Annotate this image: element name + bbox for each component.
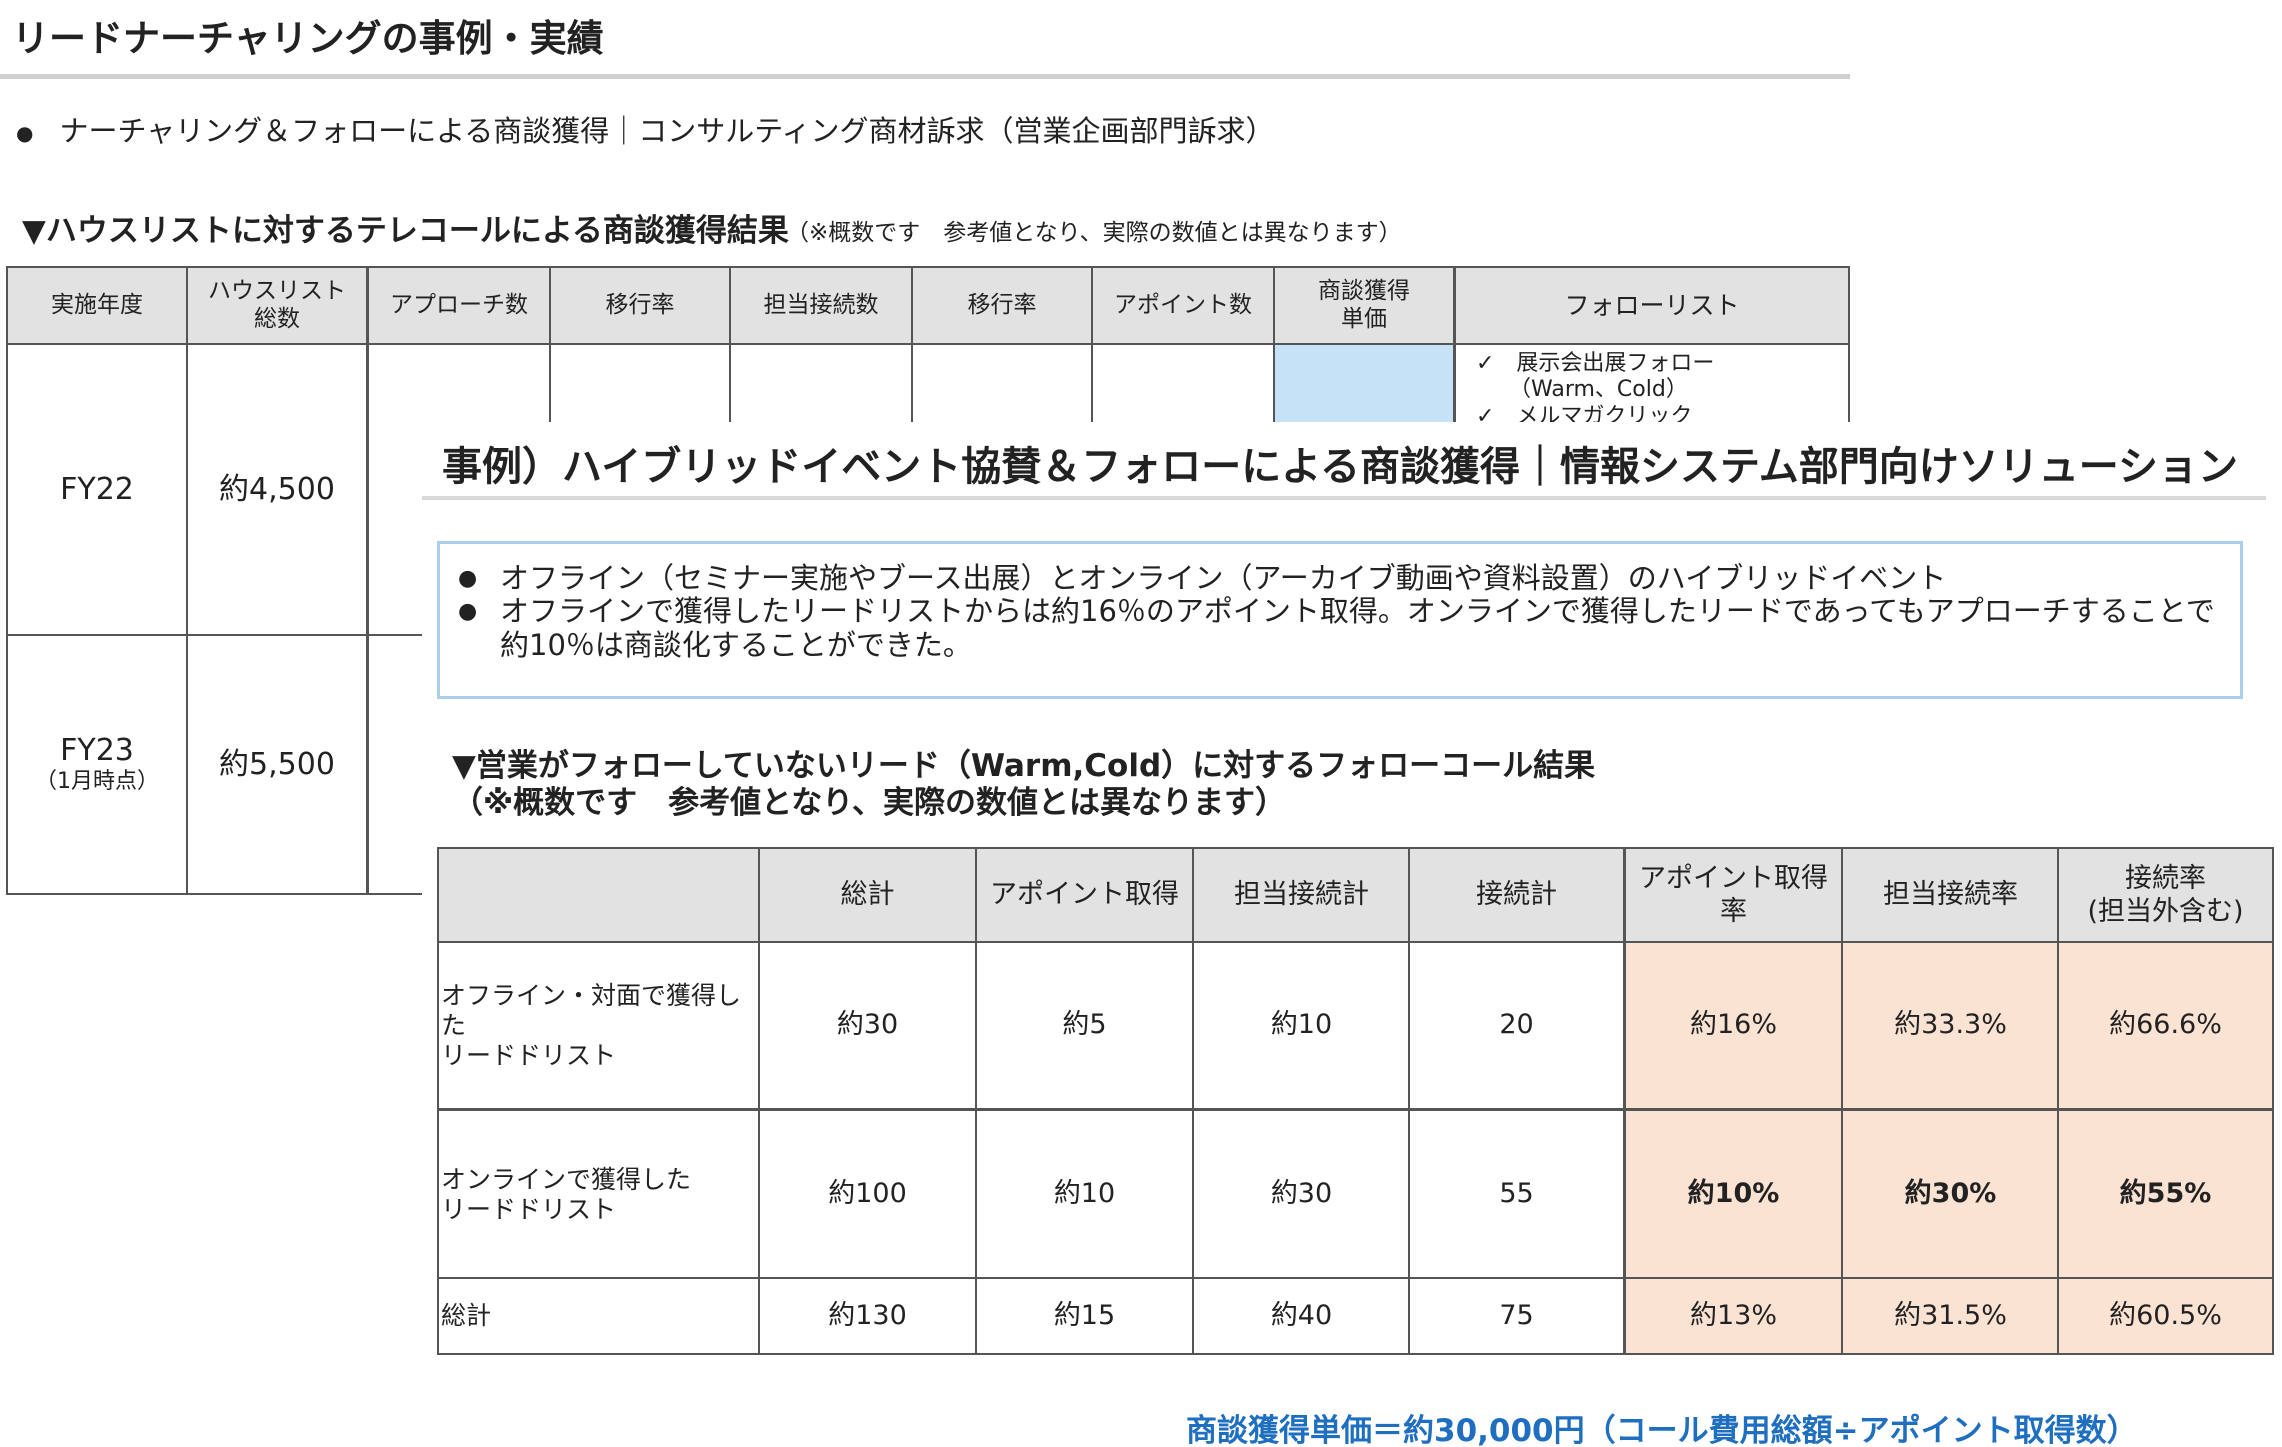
header-cell: アプローチ数 <box>367 266 551 345</box>
bullet-text: オフラインで獲得したリードリストからは約16％のアポイント取得。オンラインで獲得… <box>500 594 2215 662</box>
header-cell: 接続率 (担当外含む) <box>2057 847 2274 944</box>
header-cell: 担当接続計 <box>1192 847 1411 944</box>
data-cell: 約31.5% <box>1841 1277 2060 1355</box>
header-corner <box>437 847 761 944</box>
data-cell: 約10% <box>1624 1109 1843 1280</box>
header-cell: 接続計 <box>1408 847 1625 944</box>
header-cell: フォローリスト <box>1454 266 1850 345</box>
row-label: オンラインで獲得した リードドリスト <box>437 1109 761 1280</box>
list-total: 約4,500 <box>186 343 368 636</box>
data-cell: 75 <box>1408 1277 1625 1355</box>
row-label: オフライン・対面で獲得した リードドリスト <box>437 941 761 1110</box>
data-cell: 約60.5% <box>2057 1277 2274 1355</box>
data-cell: 約66.6% <box>2057 941 2274 1110</box>
data-cell: 約10 <box>975 1109 1194 1280</box>
header-cell: 総計 <box>758 847 977 944</box>
data-cell: 約30% <box>1841 1109 2060 1280</box>
data-cell: 約10 <box>1192 941 1411 1110</box>
title-rule <box>0 74 1850 79</box>
header-cell: 担当接続率 <box>1841 847 2060 944</box>
case-box: ● オフライン（セミナー実施やブース出展）とオンライン（アーカイブ動画や資料設置）… <box>437 541 2243 699</box>
case-bullet: ● オフライン（セミナー実施やブース出展）とオンライン（アーカイブ動画や資料設置）… <box>458 561 2218 595</box>
fiscal-year: FY23 <box>60 733 134 769</box>
data-cell: 約16% <box>1624 941 1843 1110</box>
list-total: 約5,500 <box>186 634 368 895</box>
header-cell: 担当接続数 <box>729 266 913 345</box>
case-heading-note: （※概数です 参考値となり、実際の数値とは異なります） <box>452 785 1286 822</box>
data-cell: 約33.3% <box>1841 941 2060 1110</box>
data-cell: 約13% <box>1624 1277 1843 1355</box>
header-cell: アポイント取得 <box>975 847 1194 944</box>
fiscal-year: FY22 <box>60 471 134 507</box>
case-heading: ▼営業がフォローしていないリード（Warm,Cold）に対するフォローコール結果… <box>452 748 1595 822</box>
data-cell: 約30 <box>1192 1109 1411 1280</box>
header-cell: 移行率 <box>549 266 731 345</box>
bullet-dot: ● <box>458 599 478 625</box>
case-title: 事例）ハイブリッドイベント協賛＆フォローによる商談獲得｜情報システム部門向けソリ… <box>442 444 2238 490</box>
data-cell: 約40 <box>1192 1277 1411 1355</box>
data-cell: 約100 <box>758 1109 977 1280</box>
follow-item: ✓ 展示会出展フォロー （Warm、Cold） <box>1476 351 1715 403</box>
section-note: （※概数です 参考値となり、実際の数値とは異なります） <box>786 220 1402 246</box>
row-label: 総計 <box>437 1277 761 1355</box>
data-cell: 約55% <box>2057 1109 2274 1280</box>
case-bullets: ● オフライン（セミナー実施やブース出展）とオンライン（アーカイブ動画や資料設置）… <box>458 561 2218 662</box>
data-cell: 約5 <box>975 941 1194 1110</box>
header-cell: 実施年度 <box>6 266 188 345</box>
footer-formula: 商談獲得単価＝約30,000円（コール費用総額÷アポイント取得数） <box>1186 1413 2138 1447</box>
page-title: リードナーチャリングの事例・実績 <box>12 17 604 60</box>
data-cell: 55 <box>1408 1109 1625 1280</box>
case-heading-line: ▼営業がフォローしていないリード（Warm,Cold）に対するフォローコール結果 <box>452 748 1596 784</box>
data-cell: 約130 <box>758 1277 977 1355</box>
case-bullet: ● オフラインで獲得したリードリストからは約16％のアポイント取得。オンラインで獲… <box>458 595 2218 662</box>
data-cell: 20 <box>1408 941 1625 1110</box>
header-cell: アポイント取得率 <box>1624 847 1843 944</box>
fiscal-note: （1月時点） <box>35 769 159 795</box>
summary-bullet: ● ナーチャリング＆フォローによる商談獲得｜コンサルティング商材訴求（営業企画部門… <box>16 114 1275 148</box>
header-cell: アポイント数 <box>1091 266 1275 345</box>
header-cell: 移行率 <box>911 266 1093 345</box>
data-cell: 約30 <box>758 941 977 1110</box>
bullet-text: オフライン（セミナー実施やブース出展）とオンライン（アーカイブ動画や資料設置）の… <box>500 561 1947 595</box>
header-cell: 商談獲得 単価 <box>1273 266 1455 345</box>
bullet-dot: ● <box>458 566 478 591</box>
data-cell: FY22 <box>6 343 188 636</box>
data-cell: 約15 <box>975 1277 1194 1355</box>
section-heading: ▼ハウスリストに対するテレコールによる商談獲得結果 <box>22 213 789 249</box>
summary-text: ナーチャリング＆フォローによる商談獲得｜コンサルティング商材訴求（営業企画部門訴… <box>59 114 1275 148</box>
header-cell: ハウスリスト 総数 <box>186 266 368 345</box>
data-cell: FY23 （1月時点） <box>6 634 188 895</box>
case-rule <box>422 496 2266 500</box>
